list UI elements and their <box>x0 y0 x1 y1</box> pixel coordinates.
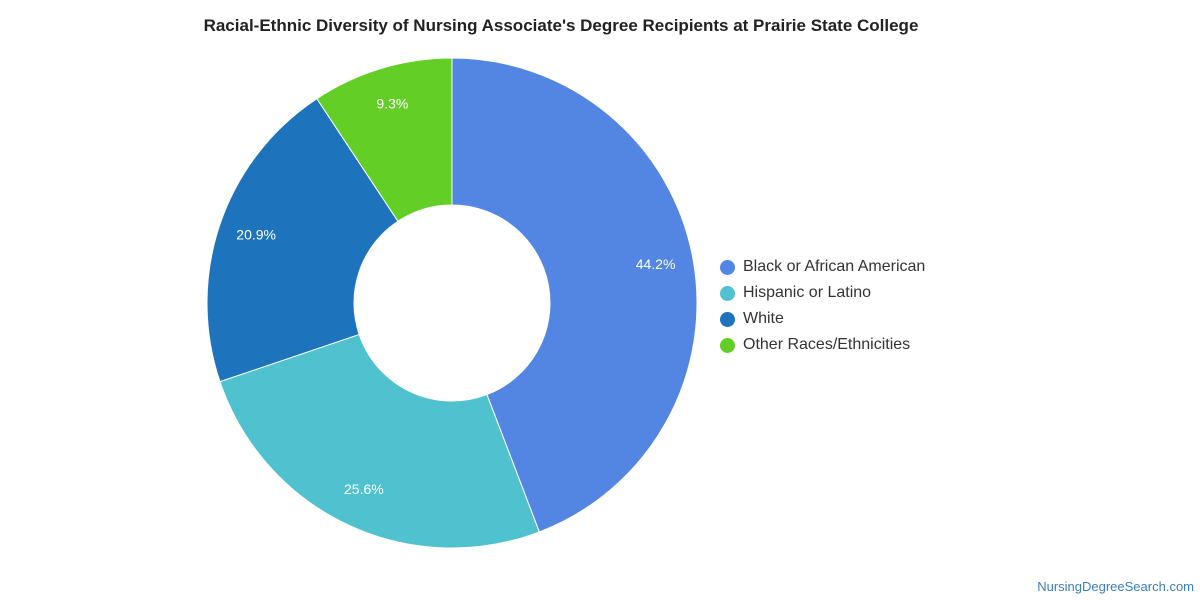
watermark[interactable]: NursingDegreeSearch.com <box>1037 579 1194 594</box>
legend-item-black-or-african-american[interactable]: Black or African American <box>720 254 925 280</box>
slice-hispanic-or-latino[interactable] <box>219 333 540 549</box>
legend-swatch <box>720 311 735 327</box>
legend-swatch <box>720 259 735 275</box>
slice-white[interactable] <box>206 97 399 383</box>
legend-item-hispanic-or-latino[interactable]: Hispanic or Latino <box>720 280 925 306</box>
slice-other-races-ethnicities[interactable] <box>316 57 453 222</box>
legend-label: Black or African American <box>743 258 926 275</box>
slice-value-label: 9.3% <box>376 95 408 111</box>
labels-layer: 44.2% 25.6% 20.9% 9.3% <box>236 95 675 497</box>
slice-black-or-african-american[interactable] <box>451 57 698 533</box>
legend: Black or African American Hispanic or La… <box>720 254 925 358</box>
chart-title: Racial-Ethnic Diversity of Nursing Assoc… <box>203 16 919 35</box>
legend-swatch <box>720 285 735 301</box>
legend-item-white[interactable]: White <box>720 306 925 332</box>
legend-label: White <box>743 310 784 327</box>
slice-value-label: 44.2% <box>636 256 676 272</box>
legend-label: Other Races/Ethnicities <box>743 336 911 353</box>
legend-item-other-races-ethnicities[interactable]: Other Races/Ethnicities <box>720 332 925 358</box>
legend-label: Hispanic or Latino <box>743 284 872 301</box>
slice-value-label: 25.6% <box>344 481 384 497</box>
slices-layer <box>206 57 698 549</box>
legend-swatch <box>720 337 735 353</box>
slice-value-label: 20.9% <box>236 227 276 243</box>
